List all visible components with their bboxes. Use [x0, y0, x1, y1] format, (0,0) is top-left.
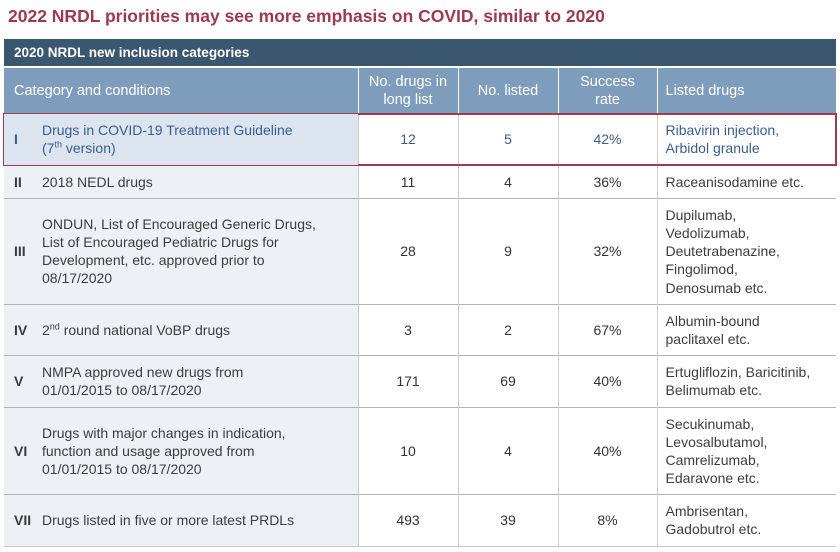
- col-header-listed-drugs: Listed drugs: [656, 67, 837, 115]
- category-text: NMPA approved new drugs from 01/01/2015 t…: [42, 364, 244, 399]
- success-rate-cell: 40%: [557, 355, 657, 407]
- success-rate-cell: 8%: [557, 494, 657, 547]
- row-numeral: I: [14, 131, 18, 148]
- col-header-category: Category and conditions: [4, 67, 358, 115]
- row-numeral: V: [14, 373, 24, 390]
- category-text: Drugs listed in five or more latest PRDL…: [42, 512, 295, 529]
- row-numeral: VI: [14, 442, 28, 459]
- listed-drugs-cell: Dupilumab, Vedolizumab, Deutetrabenazine, F…: [656, 197, 837, 305]
- category-cell: VI Drugs with major changes in indication…: [4, 406, 358, 495]
- table-row-VII: VII Drugs listed in five or more latest P…: [4, 494, 837, 547]
- listed-drugs-cell: Ertugliflozin, Baricitinib, Belimumab etc…: [656, 355, 837, 407]
- table-row-VI: VI Drugs with major changes in indication…: [4, 406, 837, 495]
- category-text: ONDUN, List of Encouraged Generic Drugs,…: [42, 215, 316, 287]
- table-band-title: 2020 NRDL new inclusion categories: [4, 39, 837, 68]
- col-header-long-list: No. drugs in long list: [357, 67, 458, 115]
- long-list-cell: 11: [357, 164, 458, 199]
- category-cell: III ONDUN, List of Encouraged Generic Dru…: [4, 197, 358, 305]
- success-rate-cell: 36%: [557, 164, 657, 199]
- no-listed-cell: 2: [457, 303, 558, 356]
- long-list-cell: 10: [357, 406, 458, 495]
- col-header-listed: No. listed: [457, 67, 558, 115]
- category-cell: I Drugs in COVID-19 Treatment Guideline (7…: [4, 114, 358, 166]
- nrdl-table-container: 2020 NRDL new inclusion categories Categ…: [2, 39, 838, 547]
- long-list-cell: 493: [357, 494, 458, 547]
- long-list-cell: 3: [357, 303, 458, 356]
- row-numeral: III: [14, 243, 26, 260]
- no-listed-cell: 4: [457, 164, 558, 199]
- no-listed-cell: 4: [457, 406, 558, 495]
- table-row-II: II 2018 NEDL drugs 11 4 36% Raceanisodamine e…: [4, 164, 837, 199]
- table-row-I: I Drugs in COVID-19 Treatment Guideline (7…: [2, 113, 838, 167]
- col-header-success-rate: Success rate: [557, 67, 657, 115]
- long-list-cell: 12: [357, 114, 458, 166]
- category-text: 2018 NEDL drugs: [42, 173, 153, 190]
- no-listed-cell: 69: [457, 355, 558, 407]
- row-numeral: VII: [14, 512, 32, 529]
- success-rate-cell: 32%: [557, 197, 657, 305]
- row-numeral: IV: [14, 321, 28, 338]
- table-band-row: 2020 NRDL new inclusion categories: [4, 39, 837, 68]
- long-list-cell: 171: [357, 355, 458, 407]
- category-cell: II 2018 NEDL drugs: [4, 164, 358, 199]
- success-rate-cell: 67%: [557, 303, 657, 356]
- no-listed-cell: 9: [457, 197, 558, 305]
- long-list-cell: 28: [357, 197, 458, 305]
- table-row-IV: IV 2nd round national VoBP drugs 3 2 67% Albu…: [4, 303, 837, 356]
- category-cell: V NMPA approved new drugs from 01/01/2015 …: [4, 355, 358, 407]
- no-listed-cell: 39: [457, 494, 558, 547]
- page-title: 2022 NRDL priorities may see more emphas…: [8, 6, 605, 26]
- table-row-V: V NMPA approved new drugs from 01/01/2015 …: [4, 355, 837, 407]
- table-row-III: III ONDUN, List of Encouraged Generic Dru…: [4, 197, 837, 305]
- listed-drugs-cell: Secukinumab, Levosalbutamol, Camrelizumab,…: [656, 406, 837, 495]
- category-text: Drugs with major changes in indication, f…: [42, 424, 286, 477]
- listed-drugs-cell: Ambrisentan, Gadobutrol etc.: [656, 494, 837, 547]
- table-column-header-row: Category and conditions No. drugs in long…: [4, 67, 837, 115]
- success-rate-cell: 40%: [557, 406, 657, 495]
- listed-drugs-cell: Raceanisodamine etc.: [656, 164, 837, 199]
- nrdl-table: 2020 NRDL new inclusion categories Categ…: [2, 39, 838, 547]
- category-cell: IV 2nd round national VoBP drugs: [4, 303, 358, 356]
- category-text: Drugs in COVID-19 Treatment Guideline (7t…: [42, 122, 293, 157]
- success-rate-cell: 42%: [557, 114, 657, 166]
- category-cell: VII Drugs listed in five or more latest P…: [4, 494, 358, 547]
- row-numeral: II: [14, 173, 22, 190]
- listed-drugs-cell: Albumin-bound paclitaxel etc.: [656, 303, 837, 356]
- listed-drugs-cell: Ribavirin injection, Arbidol granule: [656, 114, 837, 166]
- category-text: 2nd round national VoBP drugs: [42, 321, 231, 338]
- no-listed-cell: 5: [457, 114, 558, 166]
- table-body: I Drugs in COVID-19 Treatment Guideline (7…: [2, 113, 838, 547]
